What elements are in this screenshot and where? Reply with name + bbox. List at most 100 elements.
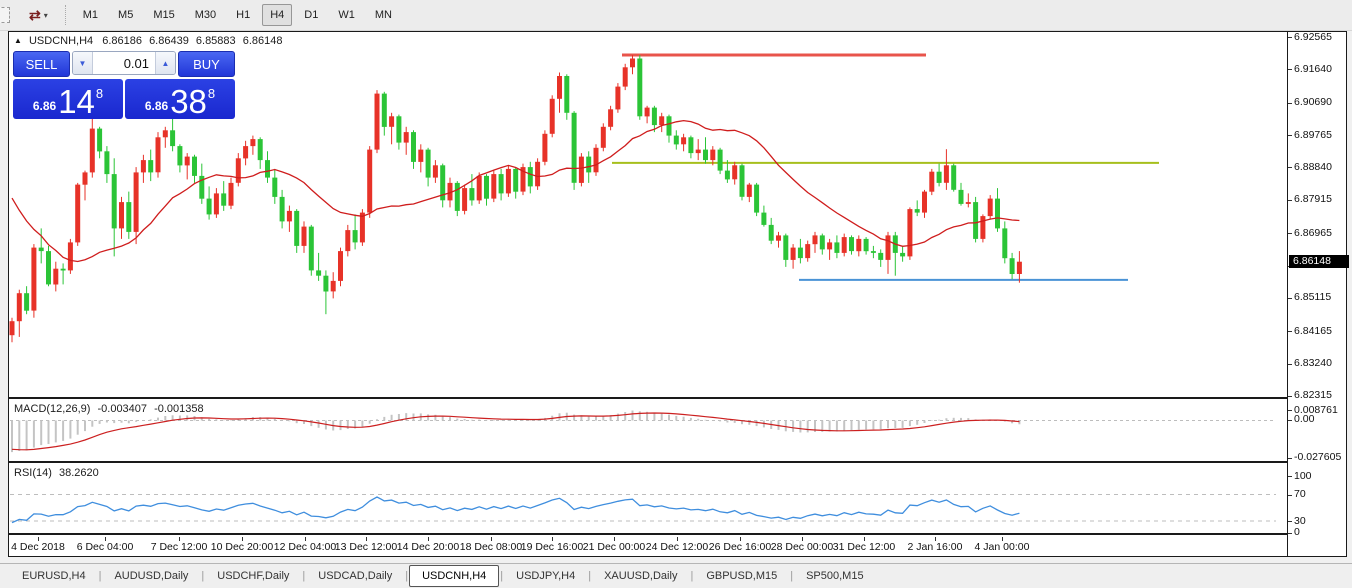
time-axis-tick	[305, 537, 306, 541]
candle-body	[513, 168, 519, 192]
candle-body	[38, 247, 44, 252]
macd-indicator-panel[interactable]: MACD(12,26,9) -0.003407 -0.001358	[9, 401, 1287, 463]
candle-body	[922, 191, 927, 213]
chart-tab-usdcad-daily[interactable]: USDCAD,Daily	[318, 570, 393, 582]
rsi-indicator-panel[interactable]: RSI(14) 38.2620	[9, 465, 1287, 535]
sell-price-display[interactable]: 6.86 14 8	[13, 79, 123, 119]
sell-button[interactable]: SELL	[13, 51, 70, 77]
candle-body	[1009, 258, 1015, 274]
time-axis-label: 19 Dec 16:00	[520, 541, 584, 553]
price-axis-label-tick	[1288, 331, 1292, 333]
volume-decrease-button[interactable]: ▼	[73, 52, 93, 74]
timeframe-button-h4[interactable]: H4	[262, 4, 293, 26]
caret-down-icon[interactable]: ▾	[43, 10, 48, 20]
timeframe-button-d1[interactable]: D1	[304, 9, 319, 21]
candle-body	[155, 137, 161, 173]
new-order-button[interactable]: ⇄ ▾	[22, 5, 55, 25]
time-axis-label: 14 Dec 20:00	[396, 541, 460, 553]
time-axis-label: 10 Dec 20:00	[210, 541, 274, 553]
toolbar-dock-handle-icon[interactable]	[0, 7, 10, 23]
chart-tab-xauusd-daily[interactable]: XAUUSD,Daily	[604, 570, 678, 582]
candle-body	[527, 167, 533, 187]
timeframe-button-h1[interactable]: H1	[236, 9, 251, 21]
rsi-name: RSI(14)	[14, 467, 52, 479]
candle-body	[67, 242, 73, 271]
timeframe-button-w1[interactable]: W1	[338, 9, 355, 21]
rsi-axis-label-tick	[1288, 476, 1292, 477]
price-axis[interactable]: 6.92565 6.91640 6.90690 6.89765 6.88840 6.879…	[1287, 31, 1349, 556]
toolbar-separator	[64, 5, 67, 25]
candle-body	[703, 149, 708, 161]
rsi-axis-label-tick	[1288, 521, 1292, 522]
time-axis-label: 24 Dec 12:00	[645, 541, 709, 553]
timeframe-button-m15[interactable]: M15	[153, 9, 175, 21]
candle-body	[279, 196, 285, 222]
volume-increase-button[interactable]: ▲	[155, 52, 175, 74]
chart-tab-eurusd-h4[interactable]: EURUSD,H4	[22, 570, 86, 582]
candle-body	[754, 184, 760, 213]
candle-body	[97, 128, 103, 152]
candle-body	[221, 193, 227, 206]
candle-body	[746, 184, 752, 197]
price-axis-label-tick	[1288, 102, 1292, 104]
rsi-axis-label: 0	[1294, 526, 1300, 538]
timeframe-button-mn[interactable]: MN	[374, 9, 392, 21]
candle-body	[46, 251, 51, 285]
chart-tab-audusd-daily[interactable]: AUDUSD,Daily	[114, 570, 189, 582]
candle-body	[243, 146, 249, 159]
macd-label: MACD(12,26,9) -0.003407 -0.001358	[14, 403, 204, 415]
candle-body	[31, 247, 37, 311]
timeframe-button-m1[interactable]: M1	[82, 9, 99, 21]
time-axis-label: 18 Dec 08:00	[459, 541, 523, 553]
candle-body	[914, 209, 920, 213]
candle-body	[170, 130, 176, 147]
candle-body	[608, 109, 614, 127]
candle-body	[783, 235, 789, 260]
time-axis-tick	[552, 537, 553, 541]
candle-body	[666, 116, 672, 136]
chart-tab-usdcnh-h4[interactable]: USDCNH,H4	[409, 565, 500, 587]
sell-price-pip: 8	[95, 86, 104, 101]
candle-body	[1016, 261, 1022, 274]
chart-tab-usdjpy-h4[interactable]: USDJPY,H4	[516, 570, 576, 582]
candle-body	[235, 158, 241, 183]
candle-body	[9, 321, 15, 336]
candle-body	[681, 137, 687, 145]
price-axis-label-tick	[1288, 233, 1292, 235]
candlestick-chart-canvas[interactable]	[9, 32, 1287, 397]
candle-body	[505, 168, 511, 194]
candle-body	[257, 139, 263, 161]
time-axis[interactable]: 4 Dec 2018 6 Dec 04:00 7 Dec 12:00 10 Dec 2…	[9, 537, 1287, 556]
buy-price-display[interactable]: 6.86 38 8	[125, 79, 235, 119]
candle-body	[133, 172, 139, 232]
candle-body	[418, 149, 424, 162]
candle-body	[732, 165, 738, 180]
buy-button[interactable]: BUY	[178, 51, 235, 77]
chart-tab-usdchf-daily[interactable]: USDCHF,Daily	[217, 570, 290, 582]
time-axis-tick	[1002, 537, 1003, 541]
timeframe-buttons: M1 M5 M15 M30 H1 H4 D1 W1 MN	[73, 4, 402, 26]
collapse-panel-icon[interactable]: ▲	[14, 36, 22, 45]
candle-body	[717, 149, 723, 171]
price-chart-region[interactable]: ▲ USDCNH,H4 6.86186 6.86439 6.85883 6.86…	[9, 32, 1287, 399]
candle-body	[367, 149, 373, 213]
timeframe-button-m30[interactable]: M30	[194, 9, 217, 21]
macd-axis-label-tick	[1288, 410, 1292, 411]
chart-tab-gbpusd-m15[interactable]: GBPUSD,M15	[706, 570, 778, 582]
time-axis-tick	[935, 537, 936, 541]
candle-body	[710, 149, 716, 161]
chart-window: ▲ USDCNH,H4 6.86186 6.86439 6.85883 6.86…	[8, 31, 1349, 557]
time-axis-tick	[740, 537, 741, 541]
candle-body	[878, 252, 884, 260]
current-price-badge: 6.86148	[1289, 255, 1349, 269]
candle-body	[812, 235, 818, 245]
candle-body	[396, 116, 402, 143]
candle-body	[797, 247, 803, 259]
candle-body	[323, 275, 329, 292]
candle-body	[571, 112, 577, 183]
timeframe-button-m5[interactable]: M5	[118, 9, 134, 21]
time-axis-label: 4 Dec 2018	[11, 541, 65, 553]
chart-tab-sp500-m15[interactable]: SP500,M15	[806, 570, 864, 582]
volume-field[interactable]: 0.01	[93, 52, 155, 74]
candle-body	[484, 175, 489, 199]
